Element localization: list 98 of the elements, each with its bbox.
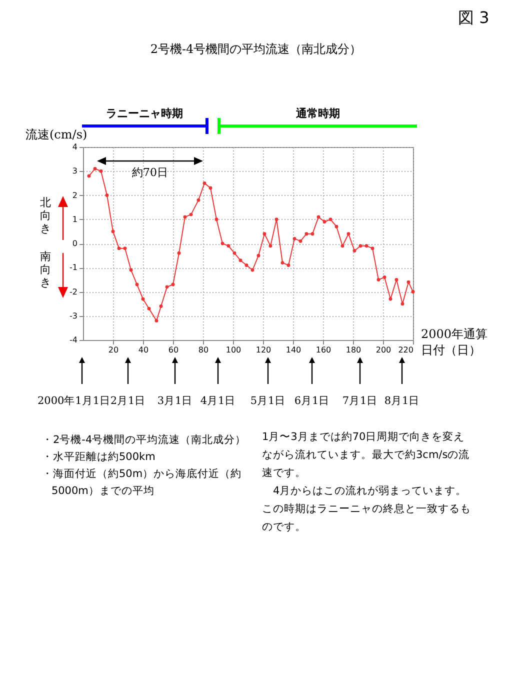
y-tick-label: -1 xyxy=(70,263,78,272)
point xyxy=(286,263,290,267)
text: 4月1日 xyxy=(200,395,236,407)
y-axis-title: 流速(cm/s) xyxy=(26,128,88,142)
point xyxy=(376,278,380,282)
point xyxy=(147,306,151,310)
point xyxy=(105,194,109,197)
text: 5月1日 xyxy=(250,395,286,407)
point xyxy=(256,254,260,258)
point xyxy=(280,261,284,265)
chart-title: 2号機-4号機間の平均流速（南北成分） xyxy=(150,42,362,56)
text: 7月1日 xyxy=(342,395,378,407)
y-tick-label: 1 xyxy=(72,214,78,224)
x-tick-label: 120 xyxy=(256,346,272,354)
text: 2月1日 xyxy=(110,395,146,407)
point xyxy=(292,236,296,240)
text: 2000年1月1日 xyxy=(37,395,111,407)
point xyxy=(171,282,175,286)
text: ・海面付近（約50m）から海底付近（約5000m）までの平均 xyxy=(42,467,243,499)
point xyxy=(364,244,368,248)
point xyxy=(244,263,248,267)
point xyxy=(304,232,308,236)
point xyxy=(388,297,392,301)
text: 1月〜3月までは約70日周期で向きを変えながら流れています。最大で約3cm/sの流速です。 xyxy=(262,430,471,481)
y-tick-label: 2 xyxy=(72,190,78,200)
point xyxy=(238,258,242,262)
point xyxy=(310,232,314,236)
point xyxy=(202,181,206,185)
x-tick-label: 160 xyxy=(316,346,332,354)
point xyxy=(340,244,344,248)
point xyxy=(382,276,386,280)
point xyxy=(406,280,410,284)
x-tick-label: 180 xyxy=(346,346,362,354)
point xyxy=(87,174,91,178)
x-tick-label: 40 xyxy=(138,346,149,354)
y-tick-label: -3 xyxy=(70,311,78,320)
text: 6月1日 xyxy=(294,395,330,407)
x-tick-label: 220 xyxy=(398,346,414,354)
x-tick-label: 80 xyxy=(198,346,209,354)
y-tick-label: -2 xyxy=(70,287,78,296)
point xyxy=(208,186,212,190)
text: 北向き xyxy=(40,196,52,235)
text: ラニーニャ時期 xyxy=(106,107,183,120)
point xyxy=(141,297,145,301)
text: 8月1日 xyxy=(384,395,420,407)
text: 4月からはこの流れが弱まっています。この時期はラニーニャの終息と一致するものです。 xyxy=(262,484,472,535)
point xyxy=(93,166,97,170)
text: 通常時期 xyxy=(295,107,340,120)
point xyxy=(352,249,356,252)
y-tick-label: 3 xyxy=(72,166,78,176)
point xyxy=(123,246,127,250)
point xyxy=(334,224,338,228)
point xyxy=(262,232,266,236)
point xyxy=(370,246,374,250)
caption: 図 3 xyxy=(458,8,490,29)
point xyxy=(165,285,169,289)
point xyxy=(183,215,187,219)
point xyxy=(250,268,254,272)
x-tick-label: 20 xyxy=(108,346,119,354)
point xyxy=(400,302,404,306)
x-axis-title: 2000年通算日付（日） xyxy=(421,326,489,358)
point xyxy=(322,220,326,224)
x-tick-label: 200 xyxy=(376,346,392,354)
point xyxy=(154,318,158,322)
point xyxy=(214,218,218,222)
point xyxy=(328,218,332,222)
point xyxy=(346,232,350,236)
point xyxy=(316,215,320,219)
point xyxy=(358,244,362,248)
point xyxy=(129,268,133,272)
y-tick-label: 4 xyxy=(72,142,78,152)
point xyxy=(226,244,230,248)
point xyxy=(111,230,115,234)
point xyxy=(177,251,181,255)
line-series xyxy=(87,166,415,322)
text: 南向き xyxy=(40,250,52,289)
point xyxy=(135,282,139,286)
point xyxy=(99,169,103,173)
annotation: 約70日 xyxy=(132,166,168,179)
point xyxy=(298,239,302,243)
y-tick-label: 0 xyxy=(72,239,78,248)
point xyxy=(189,212,193,216)
text: ・水平距離は約500km xyxy=(42,450,156,465)
point xyxy=(232,251,236,255)
point xyxy=(196,198,200,202)
point xyxy=(117,246,121,250)
text: ・2号機-4号機間の平均流速（南北成分） xyxy=(42,433,248,448)
text: 3月1日 xyxy=(157,395,193,407)
point xyxy=(394,278,398,282)
point xyxy=(274,218,278,222)
y-tick-label: -4 xyxy=(70,336,78,344)
x-tick-label: 100 xyxy=(226,346,242,354)
point xyxy=(220,242,224,246)
point xyxy=(411,290,415,294)
x-tick-label: 60 xyxy=(168,346,179,354)
point xyxy=(159,304,163,308)
x-tick-label: 140 xyxy=(286,346,302,354)
point xyxy=(268,244,272,248)
